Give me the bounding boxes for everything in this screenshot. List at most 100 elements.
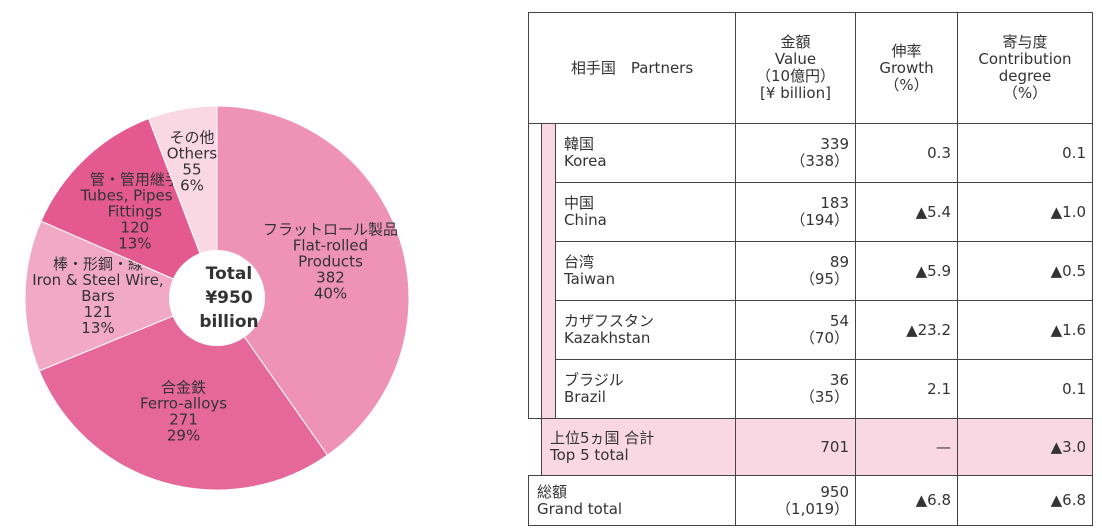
- contribution-cell: ▲3.0: [957, 418, 1093, 476]
- partner-cell: 台湾 Taiwan: [555, 241, 736, 301]
- growth-cell: ▲23.2: [855, 300, 958, 360]
- slice-label: Iron & Steel Wire,: [32, 271, 163, 289]
- slice-label: 管・管用継手: [90, 170, 180, 188]
- cell-text: 950: [820, 482, 849, 501]
- cell-text: 89: [829, 253, 849, 271]
- cell-text: [¥ billion]: [760, 84, 831, 102]
- cell-text: （338）: [790, 152, 849, 170]
- cell-text: （10億円）: [755, 67, 836, 85]
- cell-text: 伸率: [891, 41, 922, 60]
- value-cell: 89 （95）: [735, 241, 856, 301]
- cell-text: ▲3.0: [1050, 437, 1086, 456]
- cell-text: （1,019）: [776, 499, 849, 518]
- pie-slice: [147, 105, 218, 299]
- cell-text: 0.1: [1062, 143, 1086, 162]
- cell-text: 寄与度: [1002, 33, 1048, 51]
- cell-text: 韓国: [564, 135, 595, 153]
- slice-percent: 40%: [314, 285, 347, 303]
- slice-label: 合金鉄: [161, 379, 206, 397]
- cell-text: ▲5.4: [915, 202, 951, 221]
- pie-slice: [216, 105, 410, 456]
- partner-cell: 総額 Grand total: [528, 475, 736, 526]
- cell-text: 台湾: [564, 253, 595, 271]
- contribution-cell: 0.1: [957, 359, 1093, 419]
- cell-text: ▲1.6: [1050, 320, 1086, 339]
- center-hole: [169, 250, 265, 346]
- cell-text: （70）: [799, 329, 849, 347]
- center-label: Total: [206, 264, 252, 284]
- cell-text: （194）: [790, 211, 849, 229]
- cell-text: ▲1.0: [1050, 202, 1086, 221]
- slice-label: Tubes, Pipes &: [80, 186, 190, 204]
- slice-label: Products: [298, 253, 363, 271]
- slice-label: その他: [169, 129, 214, 147]
- slice-value: 120: [121, 218, 150, 236]
- cell-text: ▲6.8: [1050, 491, 1086, 509]
- value-cell: 36 （35）: [735, 359, 856, 419]
- growth-cell: ▲5.9: [855, 241, 958, 301]
- slice-percent: 29%: [167, 427, 200, 445]
- cell-text: 金額: [780, 33, 811, 51]
- contribution-cell: ▲1.0: [957, 182, 1093, 242]
- cell-text: 183: [820, 194, 849, 212]
- slice-label: 棒・形鋼・線: [53, 255, 143, 273]
- slice-label: Bars: [81, 287, 115, 305]
- indent-bar-pink: [541, 123, 556, 419]
- cell-text: Top 5 total: [550, 446, 629, 464]
- cell-text: 339: [820, 135, 849, 153]
- value-cell: 339 （338）: [735, 123, 856, 183]
- cell-text: Grand total: [537, 499, 623, 518]
- contribution-cell: 0.1: [957, 123, 1093, 183]
- partner-cell: 上位5ヵ国 合計 Top 5 total: [541, 418, 736, 476]
- cell-text: ▲6.8: [915, 491, 951, 509]
- header-cell: 寄与度 Contribution degree （%）: [957, 12, 1093, 124]
- value-cell: 701: [735, 418, 856, 476]
- growth-cell: —: [855, 418, 958, 476]
- header-cell: 相手国 Partners: [528, 12, 736, 124]
- cell-text: カザフスタン: [564, 312, 655, 330]
- growth-cell: ▲5.4: [855, 182, 958, 242]
- cell-text: ブラジル: [564, 371, 624, 389]
- slice-label: Fittings: [108, 202, 163, 220]
- slice-label: Flat-rolled: [293, 237, 368, 255]
- cell-text: 2.1: [927, 379, 951, 398]
- partner-cell: ブラジル Brazil: [555, 359, 736, 419]
- cell-text: ▲5.9: [915, 261, 951, 280]
- slice-value: 382: [316, 269, 345, 287]
- partner-cell: カザフスタン Kazakhstan: [555, 300, 736, 360]
- slice-percent: 6%: [180, 177, 204, 195]
- partner-cell: 韓国 Korea: [555, 123, 736, 183]
- value-cell: 950 （1,019）: [735, 475, 856, 526]
- cell-text: Kazakhstan: [564, 329, 651, 347]
- cell-text: 総額: [537, 482, 568, 501]
- center-label: ¥950: [205, 288, 252, 308]
- slice-label: Ferro-alloys: [140, 395, 227, 413]
- slice-value: 55: [182, 161, 201, 179]
- cell-text: 54: [829, 312, 849, 330]
- cell-text: Taiwan: [564, 270, 616, 288]
- cell-text: 中国: [564, 194, 595, 212]
- cell-text: Korea: [564, 152, 607, 170]
- slice-percent: 13%: [118, 234, 151, 252]
- cell-text: 36: [829, 371, 849, 389]
- cell-text: 701: [820, 437, 849, 456]
- cell-text: Value: [774, 50, 817, 68]
- partner-cell: 中国 China: [555, 182, 736, 242]
- slice-label: フラットロール製品: [263, 221, 398, 239]
- slice-value: 121: [84, 303, 113, 321]
- cell-text: （%）: [884, 75, 929, 94]
- cell-text: degree: [998, 67, 1052, 85]
- cell-text: 上位5ヵ国 合計: [550, 429, 655, 447]
- contribution-cell: ▲1.6: [957, 300, 1093, 360]
- growth-cell: 2.1: [855, 359, 958, 419]
- cell-text: （35）: [799, 388, 849, 406]
- slice-value: 271: [169, 411, 198, 429]
- cell-text: China: [564, 211, 607, 229]
- cell-text: 0.1: [1062, 379, 1086, 398]
- indent-bar: [528, 123, 542, 419]
- growth-cell: 0.3: [855, 123, 958, 183]
- slice-percent: 13%: [81, 319, 114, 337]
- pie-slice: [38, 297, 329, 491]
